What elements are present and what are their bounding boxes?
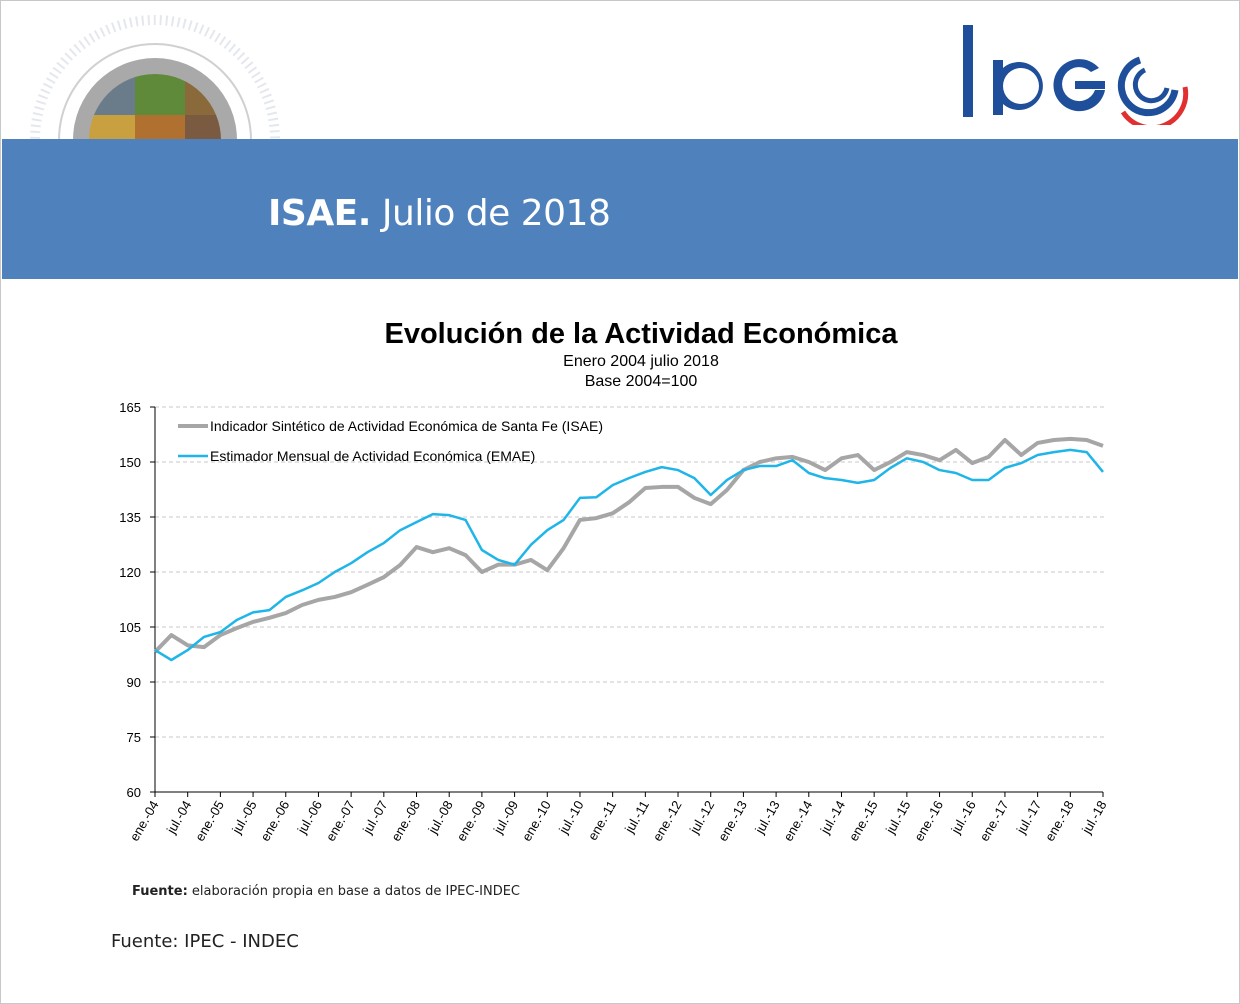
title-bold: ISAE.: [268, 193, 371, 234]
y-tick-label: 105: [119, 620, 141, 635]
x-tick-label: jul.-11: [621, 798, 652, 836]
x-tick-label: ene.-15: [846, 798, 881, 844]
isae-line: [153, 436, 1104, 654]
x-tick-label: jul.-16: [948, 798, 979, 837]
chart-subtitle-base: Base 2004=100: [584, 373, 698, 390]
legend-label: Estimador Mensual de Actividad Económica…: [210, 448, 535, 464]
x-tick-label: jul.-13: [752, 798, 783, 837]
x-tick-label: ene.-17: [976, 798, 1011, 844]
y-tick-label: 60: [127, 785, 141, 800]
x-tick-label: jul.-18: [1078, 798, 1109, 837]
x-tick-label: ene.-14: [780, 798, 815, 844]
y-tick-label: 135: [119, 510, 141, 525]
emae-line: [154, 448, 1104, 662]
y-tick-label: 75: [127, 730, 141, 745]
title-rest: Julio de 2018: [370, 193, 611, 234]
x-tick-label: jul.-14: [817, 798, 848, 837]
chart-subtitle-period: Enero 2004 julio 2018: [563, 353, 719, 370]
x-tick-label: ene.-09: [453, 798, 488, 844]
x-tick-label: ene.-13: [715, 798, 750, 844]
x-tick-label: ene.-08: [388, 798, 423, 844]
x-tick-label: ene.-10: [519, 798, 554, 844]
ipec-logo: [963, 25, 1189, 125]
x-tick-label: ene.-16: [911, 798, 946, 844]
legend-label: Indicador Sintético de Actividad Económi…: [210, 418, 603, 434]
x-tick-label: ene.-06: [257, 798, 292, 844]
x-tick-label: jul.-07: [359, 798, 390, 837]
x-tick-label: jul.-10: [555, 798, 586, 837]
x-tick-label: jul.-09: [490, 798, 521, 837]
header-band: [2, 139, 1238, 279]
x-tick-label: ene.-12: [650, 798, 685, 844]
x-tick-label: jul.-12: [686, 798, 717, 837]
source-text: elaboración propia en base a datos de IP…: [187, 884, 520, 899]
chart-source: Fuente: elaboración propia en base a dat…: [132, 884, 520, 899]
x-tick-label: jul.-04: [163, 798, 194, 837]
chart-title: Evolución de la Actividad Económica: [384, 318, 898, 350]
x-tick-label: jul.-05: [228, 798, 259, 837]
x-tick-label: ene.-07: [323, 798, 358, 844]
x-tick-label: ene.-11: [585, 798, 620, 843]
y-tick-label: 120: [119, 565, 141, 580]
x-tick-label: jul.-06: [294, 798, 325, 837]
source-label: Fuente:: [132, 884, 188, 899]
page-title: ISAE. Julio de 2018: [268, 193, 611, 234]
x-tick-label: ene.-05: [192, 798, 227, 844]
x-tick-label: jul.-17: [1013, 798, 1044, 837]
x-tick-label: ene.-04: [127, 798, 162, 844]
x-tick-label: jul.-15: [882, 798, 913, 837]
y-tick-label: 90: [127, 675, 141, 690]
slide-source: Fuente: IPEC - INDEC: [111, 931, 299, 952]
x-tick-label: ene.-18: [1042, 798, 1077, 844]
y-tick-label: 165: [119, 400, 141, 415]
y-tick-label: 150: [119, 455, 141, 470]
x-tick-label: jul.-08: [425, 798, 456, 837]
